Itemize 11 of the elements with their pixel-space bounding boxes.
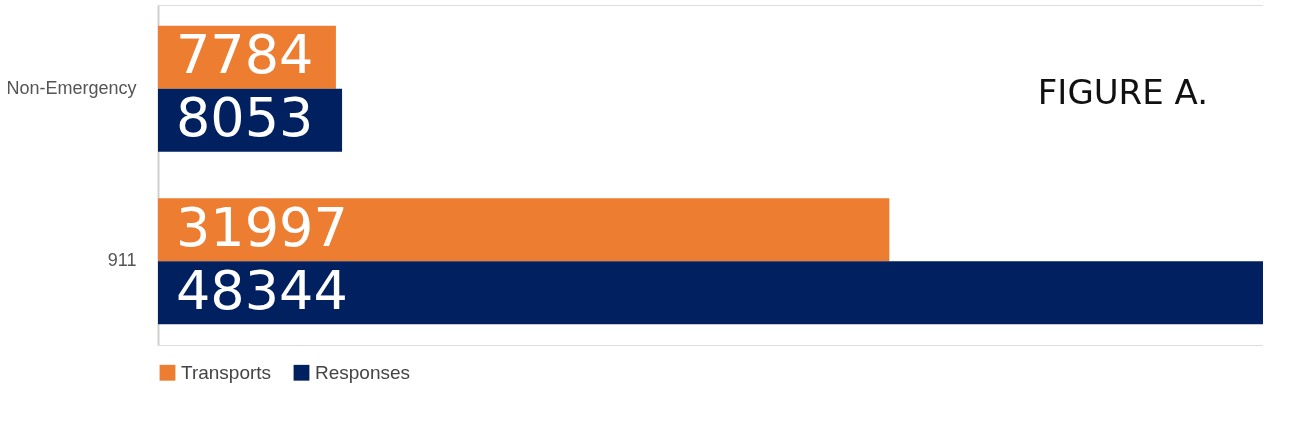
text: FIGURE A. xyxy=(1037,72,1208,112)
legend-label: Responses xyxy=(315,361,411,383)
bar xyxy=(158,261,1263,325)
data-label: 8053 xyxy=(176,86,314,150)
legend-label: Transports xyxy=(181,361,272,383)
data-label: 48344 xyxy=(176,258,348,322)
data-label: 31997 xyxy=(176,195,348,259)
y-tick-label: 911 xyxy=(107,250,137,271)
y-tick-label: Non-Emergency xyxy=(6,77,137,98)
bar xyxy=(158,198,890,262)
data-label: 7784 xyxy=(176,23,314,87)
